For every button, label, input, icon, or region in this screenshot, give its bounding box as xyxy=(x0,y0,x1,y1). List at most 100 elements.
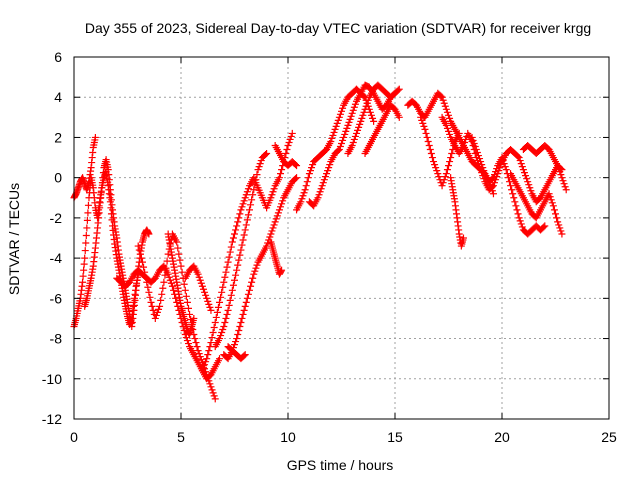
data-point xyxy=(209,329,217,337)
data-point xyxy=(145,288,153,296)
data-point xyxy=(459,234,467,242)
data-point xyxy=(205,377,213,385)
data-point xyxy=(447,154,455,162)
data-point xyxy=(425,141,433,149)
data-point xyxy=(235,214,243,222)
y-tick-label: -8 xyxy=(50,331,63,347)
data-point xyxy=(266,233,274,241)
data-point xyxy=(558,230,566,238)
data-point xyxy=(318,182,326,190)
data-point xyxy=(158,290,166,298)
data-point xyxy=(257,157,265,165)
data-point xyxy=(446,158,454,166)
data-point xyxy=(208,334,216,342)
data-point xyxy=(315,191,323,199)
data-point xyxy=(166,276,174,284)
data-point xyxy=(442,170,450,178)
data-point xyxy=(262,151,270,159)
data-point xyxy=(196,276,204,284)
series-track-6 xyxy=(164,230,198,339)
data-point xyxy=(240,352,248,360)
data-point xyxy=(140,263,148,271)
data-point xyxy=(514,153,522,161)
data-point xyxy=(267,194,275,202)
data-point xyxy=(477,158,485,166)
data-point xyxy=(440,176,448,184)
data-point xyxy=(211,318,219,326)
data-point xyxy=(235,327,243,335)
data-point xyxy=(327,137,335,145)
data-point xyxy=(526,184,534,192)
data-point xyxy=(342,127,350,135)
data-point xyxy=(516,157,524,165)
data-point xyxy=(363,99,371,107)
data-point xyxy=(279,197,287,205)
data-point xyxy=(480,167,488,175)
data-point xyxy=(220,322,228,330)
data-point xyxy=(305,170,313,178)
data-point xyxy=(344,121,352,129)
data-point xyxy=(201,361,209,369)
data-point xyxy=(316,188,324,196)
data-point xyxy=(236,322,244,330)
data-point xyxy=(440,99,448,107)
data-point xyxy=(231,341,238,349)
data-point xyxy=(206,303,214,311)
x-tick-label: 15 xyxy=(387,429,403,445)
data-point xyxy=(445,111,452,119)
data-point xyxy=(282,150,290,158)
series-track-5 xyxy=(134,230,219,403)
y-tick-label: -4 xyxy=(50,250,63,266)
data-point xyxy=(443,166,451,174)
series-track-17 xyxy=(361,101,403,158)
data-point xyxy=(252,264,260,272)
data-point xyxy=(218,288,226,296)
data-point xyxy=(350,135,358,143)
data-point xyxy=(524,178,532,186)
data-point xyxy=(476,155,484,163)
data-point xyxy=(205,300,213,308)
data-point xyxy=(157,296,165,304)
data-point xyxy=(201,288,209,296)
data-point xyxy=(314,194,322,202)
data-point xyxy=(283,146,291,154)
tick-labels: 0 5 10 15 20 25 -12 -10 -8 -6 -4 -2 0 2 4 6 xyxy=(42,49,617,445)
data-point xyxy=(269,224,277,232)
data-point xyxy=(267,230,275,238)
data-point xyxy=(229,234,237,242)
data-point xyxy=(195,350,203,358)
data-point xyxy=(277,170,285,178)
data-point xyxy=(441,102,449,110)
data-point xyxy=(284,141,292,149)
data-point xyxy=(216,355,224,363)
data-point xyxy=(546,193,554,201)
data-point xyxy=(334,116,342,124)
data-point xyxy=(356,120,364,128)
data-point xyxy=(244,185,252,193)
data-point xyxy=(207,383,215,391)
data-point xyxy=(241,226,249,234)
data-point xyxy=(357,117,365,125)
data-point xyxy=(251,267,259,275)
data-point xyxy=(136,250,144,258)
data-point xyxy=(219,326,227,334)
data-point xyxy=(459,141,467,149)
data-point xyxy=(228,238,236,246)
series-track-9 xyxy=(211,150,271,351)
data-point xyxy=(347,112,355,120)
data-point xyxy=(554,218,562,226)
data-point xyxy=(268,191,276,199)
data-point xyxy=(175,250,183,258)
data-point xyxy=(240,231,248,239)
data-point xyxy=(562,186,570,194)
data-point xyxy=(204,297,212,305)
data-point xyxy=(223,263,231,271)
data-point xyxy=(341,130,349,138)
data-point xyxy=(442,105,450,113)
data-point xyxy=(309,161,317,169)
data-point xyxy=(253,261,261,269)
data-point xyxy=(303,178,311,186)
data-point xyxy=(234,331,242,339)
data-point xyxy=(366,108,374,116)
data-point xyxy=(556,168,564,176)
